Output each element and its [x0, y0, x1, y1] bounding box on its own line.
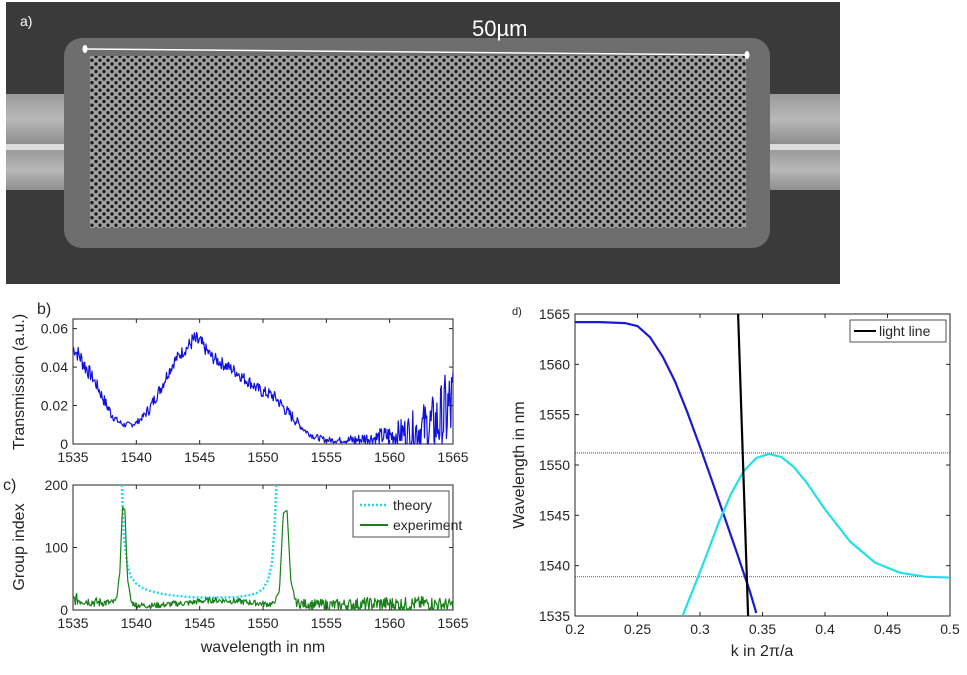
panel-d-ytick-label: 1550	[539, 457, 570, 473]
panel-b-ticks: 1535 1540 1545 1550 1555 1560 1565 0 0.02 0.04 0.0…	[41, 319, 469, 465]
panel-d-xtick-label: 0.3	[690, 621, 710, 637]
panel-d-legend-box	[849, 319, 947, 343]
panel-b-ylabel: Transmission (a.u.)	[11, 314, 28, 450]
panel-label-a: a)	[20, 13, 32, 29]
panel-c-ytick-label: 100	[45, 540, 69, 556]
panel-b-xtick-label: 1555	[311, 449, 342, 465]
panel-b-xtick-label: 1565	[437, 449, 468, 465]
panel-c-ytick-label: 0	[60, 602, 68, 618]
sem-micrograph: 50µm a)	[6, 2, 840, 284]
panel-b-ytick-label: 0.02	[41, 398, 68, 414]
panel-c-legend-box	[352, 490, 450, 538]
scale-bar	[84, 48, 748, 56]
panel-c-legend: theory experiment	[352, 490, 462, 538]
legend-experiment-label: experiment	[393, 517, 462, 533]
panel-d-ticks: 0.2 0.25 0.3 0.35 0.4 0.45 0.5 1535 1540 1545 1550…	[539, 306, 960, 637]
panel-d-series	[575, 313, 951, 617]
panel-d-ytick-label: 1545	[539, 507, 570, 523]
panel-b-xtick-label: 1540	[121, 449, 152, 465]
panel-b-axes	[72, 318, 454, 445]
panel-d-ytick-label: 1555	[539, 407, 570, 423]
panel-b-xtick-label: 1550	[247, 449, 278, 465]
panel-c-ytick-label: 200	[45, 477, 69, 493]
panel-d-series-curve-0	[575, 321, 758, 614]
plots-area: b) Transmission (a.u.) 1535 1540 1545 1550 1…	[0, 284, 967, 670]
panel-c-series-theory	[120, 484, 278, 599]
panel-d-xtick-label: 0.45	[874, 621, 901, 637]
panel-b-series-curve-0	[72, 331, 454, 445]
panel-d-xlabel: k in 2π/a	[731, 643, 794, 660]
panel-d-xtick-label: 0.35	[749, 621, 776, 637]
panel-d-axes	[574, 313, 951, 617]
panel-b-xtick-label: 1545	[184, 449, 215, 465]
panel-c-ylabel: Group index	[11, 503, 28, 590]
panel-c-xtick-label: 1555	[311, 615, 342, 631]
scale-bar-label: 50µm	[472, 16, 527, 41]
panel-c-xtick-label: 1535	[57, 615, 88, 631]
panel-label-b: b)	[37, 301, 51, 318]
panel-d-ytick-label: 1560	[539, 356, 570, 372]
panel-c-ticks: 1535 1540 1545 1550 1555 1560 1565 0 100 200	[45, 477, 469, 631]
panel-d-ytick-label: 1540	[539, 558, 570, 574]
right-waveguide-gap	[748, 144, 840, 150]
panel-d-series-light-line	[737, 313, 750, 617]
panel-d-series-curve-1	[681, 452, 951, 617]
panel-d-xtick-label: 0.5	[940, 621, 960, 637]
panel-c-series	[72, 484, 454, 611]
panel-d-ytick-label: 1565	[539, 306, 570, 322]
panel-c-series-experiment	[72, 506, 454, 611]
panel-b-ytick-label: 0.04	[41, 359, 68, 375]
panel-c-xtick-label: 1565	[437, 615, 468, 631]
panel-b-series	[72, 331, 454, 445]
panel-label-d: d)	[512, 306, 522, 318]
panel-b-xtick-label: 1560	[374, 449, 405, 465]
panel-d-xtick-label: 0.4	[815, 621, 835, 637]
panel-d-ylabel: Wavelength in nm	[511, 401, 528, 528]
legend-theory-label: theory	[393, 497, 432, 513]
panel-c-xtick-label: 1545	[184, 615, 215, 631]
panel-d-legend: light line	[849, 319, 947, 343]
panel-c-xtick-label: 1540	[121, 615, 152, 631]
left-waveguide-gap	[6, 144, 94, 150]
legend-light-line-label: light line	[879, 323, 931, 339]
panel-b-xtick-label: 1535	[57, 449, 88, 465]
photonic-crystal-holes	[90, 56, 746, 228]
panel-label-c: c)	[3, 477, 16, 494]
panel-b-ytick-label: 0	[60, 436, 68, 452]
panel-c-xtick-label: 1550	[247, 615, 278, 631]
panel-d-ytick-label: 1535	[539, 608, 570, 624]
panel-c-xlabel: wavelength in nm	[200, 639, 326, 656]
panel-d-xtick-label: 0.25	[624, 621, 651, 637]
panel-c-xtick-label: 1560	[374, 615, 405, 631]
panel-b-ytick-label: 0.06	[41, 321, 68, 337]
panel-d-xtick-label: 0.2	[565, 621, 585, 637]
scale-bar-left-end	[82, 45, 88, 53]
scale-bar-right-end	[744, 51, 750, 59]
